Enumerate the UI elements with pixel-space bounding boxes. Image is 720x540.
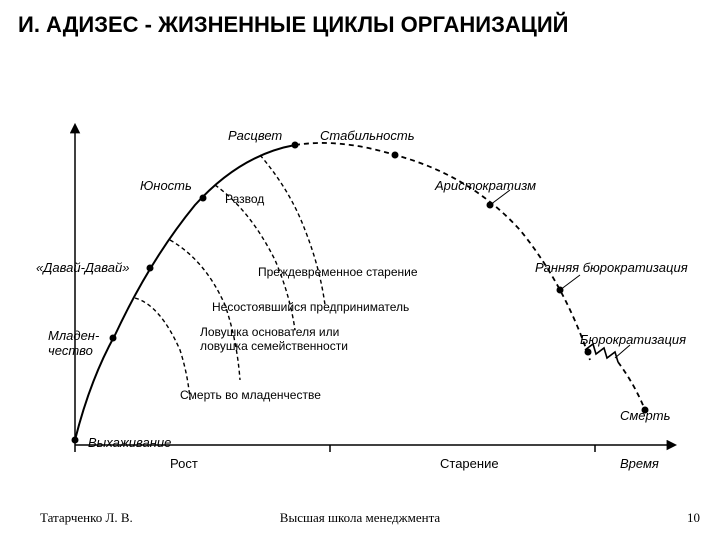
trap-label: Преждевременное старение xyxy=(258,265,418,279)
stage-dot xyxy=(147,265,154,272)
stage-dot xyxy=(110,335,117,342)
trap-label: Несостоявшийся предприниматель xyxy=(212,300,409,314)
page-title: И. АДИЗЕС - ЖИЗНЕННЫЕ ЦИКЛЫ ОРГАНИЗАЦИЙ xyxy=(18,12,568,38)
trap-label: Развод xyxy=(225,192,264,206)
trap-label: Смерть во младенчестве xyxy=(180,388,321,402)
stage-label: «Давай-Давай» xyxy=(36,260,129,275)
stage-dot xyxy=(392,152,399,159)
stage-dot xyxy=(200,195,207,202)
stage-label: Стабильность xyxy=(320,128,415,143)
trap-label: ловушка семейственности xyxy=(200,339,348,353)
post-zigzag-curve xyxy=(618,362,645,410)
stage-label: Бюрократизация xyxy=(580,332,686,347)
stage-dot xyxy=(585,349,592,356)
stage-label: Смерть xyxy=(620,408,670,423)
stage-label: Аристократизм xyxy=(435,178,536,193)
stage-dot xyxy=(292,142,299,149)
stage-dot xyxy=(487,202,494,209)
trap-label: Ловушка основателя или xyxy=(200,325,339,339)
trap-curve xyxy=(135,298,190,400)
footer-org: Высшая школа менеджмента xyxy=(280,510,440,526)
stage-dot xyxy=(557,287,564,294)
stage-label: Выхаживание xyxy=(88,435,171,450)
chart-svg xyxy=(40,100,680,480)
stage-dot xyxy=(72,437,79,444)
chart-area: ВыхаживаниеМладен- чество«Давай-Давай»Юн… xyxy=(40,100,680,480)
stage-label: Младен- чество xyxy=(48,328,99,358)
stage-label: Юность xyxy=(140,178,192,193)
axis-section-label: Время xyxy=(620,456,659,471)
trap-curve xyxy=(260,155,325,305)
footer-page: 10 xyxy=(687,510,700,526)
footer-author: Татарченко Л. В. xyxy=(40,510,133,526)
axis-section-label: Рост xyxy=(170,456,198,471)
axis-section-label: Старение xyxy=(440,456,499,471)
stage-label: Расцвет xyxy=(228,128,282,143)
stage-label: Ранняя бюрократизация xyxy=(535,260,688,275)
